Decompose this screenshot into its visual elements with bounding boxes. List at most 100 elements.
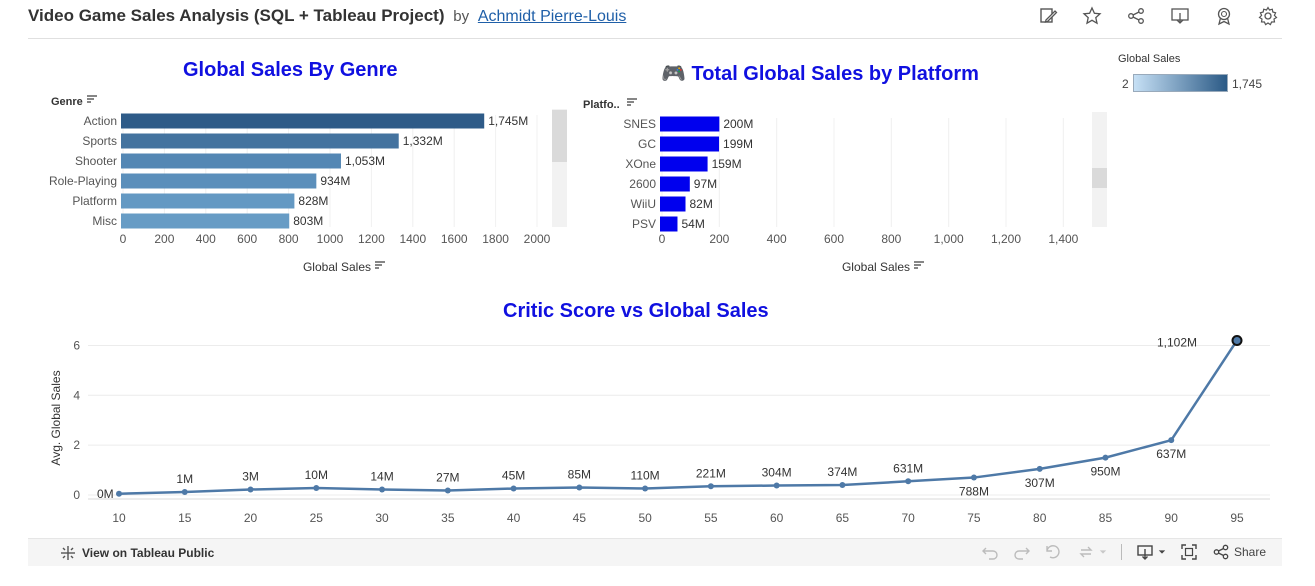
- tableau-logo-icon: [61, 546, 75, 560]
- category-label: Misc: [92, 214, 117, 228]
- x-tick-label: 0: [659, 232, 666, 246]
- point-label: 85M: [568, 468, 591, 482]
- data-point: [905, 478, 912, 485]
- share-icon: [1213, 544, 1229, 560]
- sort-icon: [375, 261, 385, 269]
- x-tick-label: 80: [1033, 511, 1047, 525]
- edit-icon[interactable]: [1033, 5, 1063, 27]
- data-point: [379, 486, 386, 493]
- x-tick-label: 800: [279, 232, 299, 246]
- y-tick-label: 2: [73, 438, 80, 452]
- x-tick-label: 1200: [358, 232, 385, 246]
- x-tick-label: 50: [638, 511, 652, 525]
- x-axis-title: Global Sales: [303, 260, 371, 274]
- data-point: [576, 484, 583, 491]
- scrollbar-thumb: [1092, 168, 1107, 188]
- bar: [121, 153, 341, 169]
- refresh-button[interactable]: [1077, 543, 1107, 561]
- bar: [660, 196, 686, 212]
- sort-icon: [87, 95, 97, 103]
- platform-bar-chart[interactable]: 0 200 400 600 800 1,000 1,200 1,400 Platfo..SNES…: [583, 98, 1107, 274]
- data-point: [773, 482, 780, 489]
- x-tick-label: 30: [375, 511, 389, 525]
- download-icon: [1137, 545, 1153, 560]
- x-tick-label: 1800: [482, 232, 509, 246]
- author-link[interactable]: Achmidt Pierre-Louis: [477, 8, 627, 25]
- x-tick-label: 40: [507, 511, 521, 525]
- x-tick-label: 1000: [317, 232, 344, 246]
- chevron-down-icon: [1099, 550, 1107, 554]
- category-label: Role-Playing: [49, 174, 117, 188]
- category-label: PSV: [632, 217, 656, 231]
- color-legend-min: 2: [1122, 77, 1129, 91]
- category-label: WiiU: [631, 197, 656, 211]
- category-label: Sports: [82, 134, 117, 148]
- genre-bar-chart[interactable]: 0 200 400 600 800 1000 1200 1400 1600 1800 2000 Gen…: [49, 95, 567, 274]
- data-point: [1231, 334, 1243, 346]
- x-tick-label: 1,200: [991, 232, 1021, 246]
- top-bar: Video Game Sales Analysis (SQL + Tableau…: [0, 0, 1315, 39]
- color-legend-title: Global Sales: [1118, 53, 1181, 65]
- undo-button[interactable]: [981, 543, 999, 561]
- data-point: [970, 474, 977, 481]
- download-menu-button[interactable]: [1136, 543, 1166, 561]
- share-button[interactable]: Share: [1212, 543, 1266, 561]
- value-label: 82M: [690, 197, 713, 211]
- star-icon[interactable]: [1077, 5, 1107, 27]
- color-legend-max: 1,745: [1232, 77, 1263, 91]
- toolbar-separator: [1120, 544, 1122, 560]
- value-label: 54M: [681, 217, 704, 231]
- data-point: [1036, 465, 1043, 472]
- critic-line-chart[interactable]: 0 2 4 6 Avg. Global Sales 10 15 20 25 30 35 40 45 50 5…: [49, 334, 1270, 525]
- value-label: 159M: [712, 157, 742, 171]
- point-label: 10M: [305, 468, 328, 482]
- category-header: Platfo..: [583, 99, 620, 111]
- category-header: Genre: [51, 96, 83, 108]
- category-label: Action: [84, 114, 117, 128]
- view-on-tableau-public-label: View on Tableau Public: [82, 546, 215, 560]
- undo-icon: [981, 547, 998, 560]
- x-tick-label: 400: [196, 232, 216, 246]
- x-axis-title: Global Sales: [842, 260, 910, 274]
- data-point: [1102, 454, 1109, 461]
- bar: [660, 116, 720, 132]
- top-divider: [28, 38, 1282, 39]
- share-icon[interactable]: [1121, 5, 1151, 27]
- bar: [660, 216, 678, 232]
- x-tick-label: 65: [836, 511, 850, 525]
- x-tick-label: 35: [441, 511, 455, 525]
- point-label: 307M: [1025, 476, 1055, 490]
- x-tick-label: 10: [112, 511, 126, 525]
- point-label: 45M: [502, 469, 525, 483]
- fullscreen-button[interactable]: [1180, 543, 1198, 561]
- x-tick-label: 800: [881, 232, 901, 246]
- x-tick-label: 55: [704, 511, 718, 525]
- gear-icon[interactable]: [1253, 5, 1283, 27]
- refresh-icon: [1079, 546, 1093, 558]
- award-icon[interactable]: [1209, 5, 1239, 27]
- redo-button[interactable]: [1013, 543, 1031, 561]
- bottom-tools: Share: [981, 543, 1266, 561]
- bar: [660, 176, 690, 192]
- x-tick-label: 85: [1099, 511, 1113, 525]
- point-label: 1M: [176, 472, 193, 486]
- value-label: 803M: [293, 214, 323, 228]
- view-on-tableau-public-button[interactable]: View on Tableau Public: [60, 545, 214, 561]
- value-label: 1,745M: [488, 114, 528, 128]
- point-label: 788M: [959, 485, 989, 499]
- by-text: by: [453, 8, 470, 25]
- data-point: [1168, 437, 1175, 444]
- data-point: [116, 490, 122, 497]
- x-tick-label: 200: [154, 232, 174, 246]
- fullscreen-icon: [1181, 544, 1197, 560]
- download-icon[interactable]: [1165, 5, 1195, 27]
- title-line: Video Game Sales Analysis (SQL + Tableau…: [28, 6, 626, 26]
- category-label: 2600: [629, 177, 656, 191]
- sort-icon: [627, 98, 637, 106]
- data-point: [181, 489, 188, 496]
- share-label: Share: [1233, 545, 1266, 559]
- revert-button[interactable]: [1045, 543, 1063, 561]
- y-tick-label: 4: [73, 388, 80, 402]
- point-label: 631M: [893, 461, 923, 475]
- data-point: [642, 485, 649, 492]
